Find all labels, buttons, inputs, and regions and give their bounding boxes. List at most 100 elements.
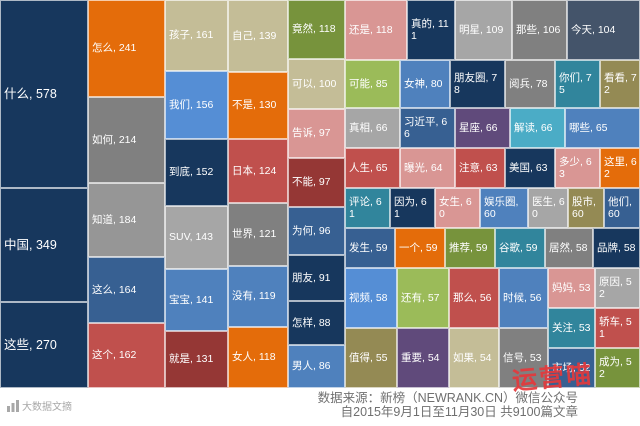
treemap-cell-label: 什么, 578 <box>4 86 57 101</box>
treemap-cell: 到底, 152 <box>165 139 228 206</box>
treemap-cell-label: 哪些, 65 <box>569 121 608 134</box>
treemap-cell-label: 医生, 60 <box>532 195 565 220</box>
watermark-text: 运营喵 <box>511 360 595 396</box>
treemap-cell-label: 习近平, 66 <box>404 115 448 140</box>
treemap-cell-label: 股市, 60 <box>572 195 596 220</box>
treemap-cell-label: 这里, 62 <box>604 155 637 180</box>
treemap-cell-label: 为何, 96 <box>292 224 331 237</box>
treemap-cell-label: 品牌, 58 <box>597 241 636 254</box>
treemap-cell: 这么, 164 <box>88 257 165 323</box>
treemap-cell: 医生, 60 <box>528 188 568 228</box>
treemap-cell-label: 你们, 75 <box>559 71 592 96</box>
treemap-cell: 女生, 60 <box>435 188 480 228</box>
treemap-cell: 自己, 139 <box>228 0 288 72</box>
treemap-cell: 人生, 65 <box>345 148 400 188</box>
treemap-cell-label: 他们, 60 <box>608 195 632 220</box>
treemap-cell-label: 就是, 131 <box>169 353 214 366</box>
treemap-cell: 如果, 54 <box>449 328 499 388</box>
treemap-cell-label: 可以, 100 <box>292 77 337 90</box>
treemap-cell: 怎样, 88 <box>288 301 345 345</box>
treemap-cell-label: 真相, 66 <box>349 121 388 134</box>
treemap-cell: 值得, 55 <box>345 328 397 388</box>
treemap-cell: 视频, 58 <box>345 268 397 328</box>
treemap-cell-label: 妈妈, 53 <box>552 281 591 294</box>
treemap-cell-label: 到底, 152 <box>169 166 214 179</box>
treemap-cell: 阅兵, 78 <box>505 60 555 108</box>
caption-source-line: 数据来源：新榜（NEWRANK.CN）微信公众号 <box>317 391 578 405</box>
treemap-cell-label: 居然, 58 <box>549 241 588 254</box>
treemap-cell-label: 今天, 104 <box>571 23 616 36</box>
treemap-cell: 朋友圈, 78 <box>450 60 505 108</box>
treemap-cell-label: 没有, 119 <box>232 290 276 303</box>
treemap-cell: 中国, 349 <box>0 188 88 302</box>
treemap-cell: 我们, 156 <box>165 71 228 139</box>
treemap-cell: 娱乐圈, 60 <box>480 188 528 228</box>
treemap-cell: 这些, 270 <box>0 302 88 388</box>
treemap-cell: 股市, 60 <box>568 188 604 228</box>
logo-text: 大数据文摘 <box>22 402 72 413</box>
treemap-cell: 这个, 162 <box>88 323 165 388</box>
treemap-cell-label: 中国, 349 <box>4 237 57 252</box>
treemap-cell: 市场, 52 <box>548 348 595 388</box>
treemap-cell-label: 多少, 63 <box>559 155 592 180</box>
treemap-cell: 重要, 54 <box>397 328 449 388</box>
treemap-cell-label: 还有, 57 <box>401 291 440 304</box>
treemap-cell-label: 时候, 56 <box>503 291 542 304</box>
treemap-cell: 男人, 86 <box>288 345 345 388</box>
treemap-cell: 推荐, 59 <box>445 228 495 268</box>
caption-range-line: 自2015年9月1日至11月30日 共9100篇文章 <box>340 405 578 419</box>
treemap-cell-label: 这些, 270 <box>4 337 57 352</box>
treemap-cell: 孩子, 161 <box>165 0 228 71</box>
treemap-cell: 星座, 66 <box>455 108 510 148</box>
treemap-cell: 宝宝, 141 <box>165 269 228 331</box>
treemap-cell-label: 阅兵, 78 <box>509 77 548 90</box>
treemap-cell-label: 朋友圈, 78 <box>454 71 498 96</box>
treemap-cell-label: 市场, 52 <box>552 361 591 374</box>
treemap-cell: SUV, 143 <box>165 206 228 269</box>
treemap-cell-label: 明星, 109 <box>459 23 504 36</box>
treemap-cell: 关注, 53 <box>548 308 595 348</box>
treemap-cell-label: 原因, 52 <box>599 275 632 300</box>
treemap-cell: 真的, 111 <box>407 0 455 60</box>
treemap-cell-label: 谷歌, 59 <box>499 241 538 254</box>
treemap-cell: 真相, 66 <box>345 108 400 148</box>
treemap-cell: 美国, 63 <box>505 148 555 188</box>
treemap-cell-label: 那些, 106 <box>516 23 561 36</box>
treemap-cell: 多少, 63 <box>555 148 600 188</box>
treemap-cell: 怎么, 241 <box>88 0 165 97</box>
treemap-cell: 看看, 72 <box>600 60 640 108</box>
treemap-cell: 评论, 61 <box>345 188 390 228</box>
treemap-cell-label: 不能, 97 <box>292 176 331 189</box>
treemap-cell-label: 值得, 55 <box>349 351 388 364</box>
treemap-cell-label: 发生, 59 <box>349 241 388 254</box>
treemap-cell: 女人, 118 <box>228 327 288 388</box>
treemap-cell: 为何, 96 <box>288 207 345 255</box>
treemap-cell-label: 如果, 54 <box>453 351 492 364</box>
treemap-cell-label: 孩子, 161 <box>169 29 214 42</box>
treemap-cell: 不是, 130 <box>228 72 288 139</box>
treemap-cell: 世界, 121 <box>228 203 288 266</box>
treemap-cell: 成为, 52 <box>595 348 640 388</box>
treemap-cell-label: 日本, 124 <box>232 164 277 177</box>
treemap-cell: 时候, 56 <box>499 268 548 328</box>
treemap-cell-label: 还是, 118 <box>349 23 393 36</box>
treemap-cell-label: 世界, 121 <box>232 228 277 241</box>
treemap-cell: 他们, 60 <box>604 188 640 228</box>
treemap-cell: 信号, 53 <box>499 328 548 388</box>
treemap-cell-label: 重要, 54 <box>401 351 440 364</box>
treemap-cell-label: 视频, 58 <box>349 291 388 304</box>
treemap-cell: 还有, 57 <box>397 268 449 328</box>
treemap-cell-label: 怎么, 241 <box>92 42 137 55</box>
bar-chart-icon <box>7 399 19 412</box>
treemap-cell: 妈妈, 53 <box>548 268 595 308</box>
treemap-cell: 曝光, 64 <box>400 148 455 188</box>
treemap-cell-label: 注意, 63 <box>459 161 498 174</box>
treemap-cell-label: 解读, 66 <box>514 121 553 134</box>
treemap-cell: 原因, 52 <box>595 268 640 308</box>
treemap-cell-label: 女人, 118 <box>232 351 276 364</box>
treemap-cell-label: 宝宝, 141 <box>169 293 214 306</box>
treemap-cell: 不能, 97 <box>288 158 345 207</box>
treemap-cell: 居然, 58 <box>545 228 593 268</box>
treemap-cell: 解读, 66 <box>510 108 565 148</box>
